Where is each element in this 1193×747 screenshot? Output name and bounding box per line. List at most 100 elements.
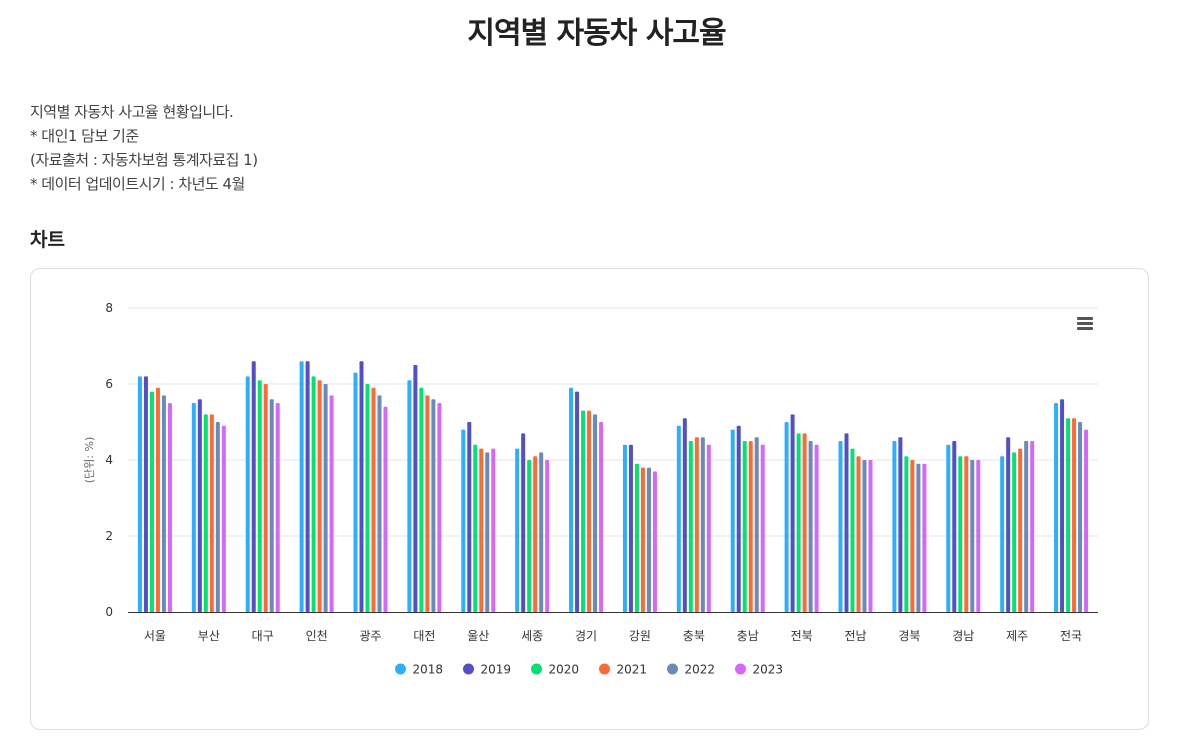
bar-2023-경기[interactable] bbox=[599, 422, 604, 612]
bar-2021-경남[interactable] bbox=[964, 456, 969, 612]
bar-2018-경북[interactable] bbox=[892, 441, 897, 612]
bar-2022-강원[interactable] bbox=[646, 467, 651, 612]
bar-2020-충남[interactable] bbox=[742, 441, 747, 612]
bar-2021-세종[interactable] bbox=[533, 456, 538, 612]
bar-2020-서울[interactable] bbox=[149, 391, 154, 612]
hamburger-menu-icon[interactable] bbox=[1074, 315, 1096, 333]
legend-marker-2018[interactable] bbox=[395, 663, 406, 675]
bar-2018-충북[interactable] bbox=[676, 425, 681, 612]
bar-2021-전남[interactable] bbox=[856, 456, 861, 612]
bar-2023-경남[interactable] bbox=[976, 460, 981, 612]
bar-2021-대전[interactable] bbox=[425, 395, 430, 612]
bar-2022-경기[interactable] bbox=[593, 414, 598, 612]
bar-2021-부산[interactable] bbox=[209, 414, 214, 612]
bar-2020-인천[interactable] bbox=[311, 376, 316, 612]
bar-2021-제주[interactable] bbox=[1018, 448, 1023, 612]
bar-2018-경기[interactable] bbox=[569, 387, 574, 612]
bar-2021-서울[interactable] bbox=[155, 387, 160, 612]
bar-2021-경기[interactable] bbox=[587, 410, 592, 612]
bar-2021-충북[interactable] bbox=[694, 437, 699, 612]
bar-2018-경남[interactable] bbox=[946, 444, 951, 612]
bar-2018-인천[interactable] bbox=[299, 361, 304, 612]
bar-2019-경북[interactable] bbox=[898, 437, 903, 612]
legend-marker-2021[interactable] bbox=[599, 663, 610, 675]
bar-2023-인천[interactable] bbox=[329, 395, 334, 612]
bar-2023-전북[interactable] bbox=[814, 444, 819, 612]
bar-2022-충북[interactable] bbox=[700, 437, 705, 612]
legend-label-2018[interactable]: 2018 bbox=[413, 663, 444, 677]
bar-2022-인천[interactable] bbox=[323, 384, 328, 612]
bar-2023-서울[interactable] bbox=[167, 403, 172, 612]
bar-2023-충북[interactable] bbox=[706, 444, 711, 612]
bar-2022-대구[interactable] bbox=[269, 399, 274, 612]
bar-2021-강원[interactable] bbox=[640, 467, 645, 612]
bar-2023-강원[interactable] bbox=[652, 471, 657, 612]
bar-2019-광주[interactable] bbox=[359, 361, 364, 612]
bar-2020-전남[interactable] bbox=[850, 448, 855, 612]
bar-2021-충남[interactable] bbox=[748, 441, 753, 612]
bar-2022-울산[interactable] bbox=[485, 452, 490, 612]
bar-2023-부산[interactable] bbox=[221, 425, 226, 612]
bar-2022-광주[interactable] bbox=[377, 395, 382, 612]
bar-2021-울산[interactable] bbox=[479, 448, 484, 612]
bar-2019-대구[interactable] bbox=[251, 361, 256, 612]
bar-2018-울산[interactable] bbox=[461, 429, 466, 612]
bar-2020-부산[interactable] bbox=[203, 414, 208, 612]
bar-2020-충북[interactable] bbox=[688, 441, 693, 612]
bar-2022-대전[interactable] bbox=[431, 399, 436, 612]
bar-2021-광주[interactable] bbox=[371, 387, 376, 612]
legend-marker-2022[interactable] bbox=[667, 663, 678, 675]
bar-2022-제주[interactable] bbox=[1024, 441, 1029, 612]
bar-2020-광주[interactable] bbox=[365, 384, 370, 612]
bar-2020-경기[interactable] bbox=[581, 410, 586, 612]
bar-2020-제주[interactable] bbox=[1012, 452, 1017, 612]
bar-2018-제주[interactable] bbox=[1000, 456, 1005, 612]
bar-2018-전남[interactable] bbox=[838, 441, 843, 612]
bar-2020-세종[interactable] bbox=[527, 460, 532, 612]
bar-2018-전북[interactable] bbox=[784, 422, 789, 612]
bar-2023-세종[interactable] bbox=[545, 460, 550, 612]
bar-2021-대구[interactable] bbox=[263, 384, 268, 612]
bar-2023-대전[interactable] bbox=[437, 403, 442, 612]
bar-2018-강원[interactable] bbox=[622, 444, 627, 612]
bar-2019-부산[interactable] bbox=[197, 399, 202, 612]
legend-label-2022[interactable]: 2022 bbox=[685, 663, 716, 677]
bar-2018-전국[interactable] bbox=[1054, 403, 1059, 612]
bar-2022-전남[interactable] bbox=[862, 460, 867, 612]
bar-2019-충북[interactable] bbox=[682, 418, 687, 612]
bar-2023-울산[interactable] bbox=[491, 448, 496, 612]
bar-2023-경북[interactable] bbox=[922, 463, 927, 612]
bar-2022-서울[interactable] bbox=[161, 395, 166, 612]
bar-2022-세종[interactable] bbox=[539, 452, 544, 612]
bar-2023-대구[interactable] bbox=[275, 403, 280, 612]
bar-2020-대구[interactable] bbox=[257, 380, 262, 612]
bar-2019-강원[interactable] bbox=[628, 444, 633, 612]
bar-2022-부산[interactable] bbox=[215, 422, 220, 612]
bar-2019-충남[interactable] bbox=[736, 425, 741, 612]
bar-2019-세종[interactable] bbox=[521, 433, 526, 612]
bar-2019-경기[interactable] bbox=[575, 391, 580, 612]
bar-2020-대전[interactable] bbox=[419, 387, 424, 612]
bar-2021-전국[interactable] bbox=[1072, 418, 1077, 612]
bar-2019-인천[interactable] bbox=[305, 361, 310, 612]
bar-2019-울산[interactable] bbox=[467, 422, 472, 612]
bar-2018-대구[interactable] bbox=[245, 376, 250, 612]
bar-2021-경북[interactable] bbox=[910, 460, 915, 612]
bar-2019-전국[interactable] bbox=[1060, 399, 1065, 612]
bar-2021-전북[interactable] bbox=[802, 433, 807, 612]
bar-2023-충남[interactable] bbox=[760, 444, 765, 612]
bar-2020-경남[interactable] bbox=[958, 456, 963, 612]
bar-2022-전국[interactable] bbox=[1078, 422, 1083, 612]
bar-2019-서울[interactable] bbox=[143, 376, 148, 612]
bar-2021-인천[interactable] bbox=[317, 380, 322, 612]
bar-2022-경북[interactable] bbox=[916, 463, 921, 612]
legend-label-2020[interactable]: 2020 bbox=[549, 663, 580, 677]
bar-2020-전국[interactable] bbox=[1066, 418, 1071, 612]
bar-2020-울산[interactable] bbox=[473, 444, 478, 612]
legend-label-2019[interactable]: 2019 bbox=[481, 663, 512, 677]
bar-2020-강원[interactable] bbox=[634, 463, 639, 612]
bar-2018-세종[interactable] bbox=[515, 448, 520, 612]
bar-2019-경남[interactable] bbox=[952, 441, 957, 612]
bar-2018-대전[interactable] bbox=[407, 380, 412, 612]
bar-2018-광주[interactable] bbox=[353, 372, 358, 612]
